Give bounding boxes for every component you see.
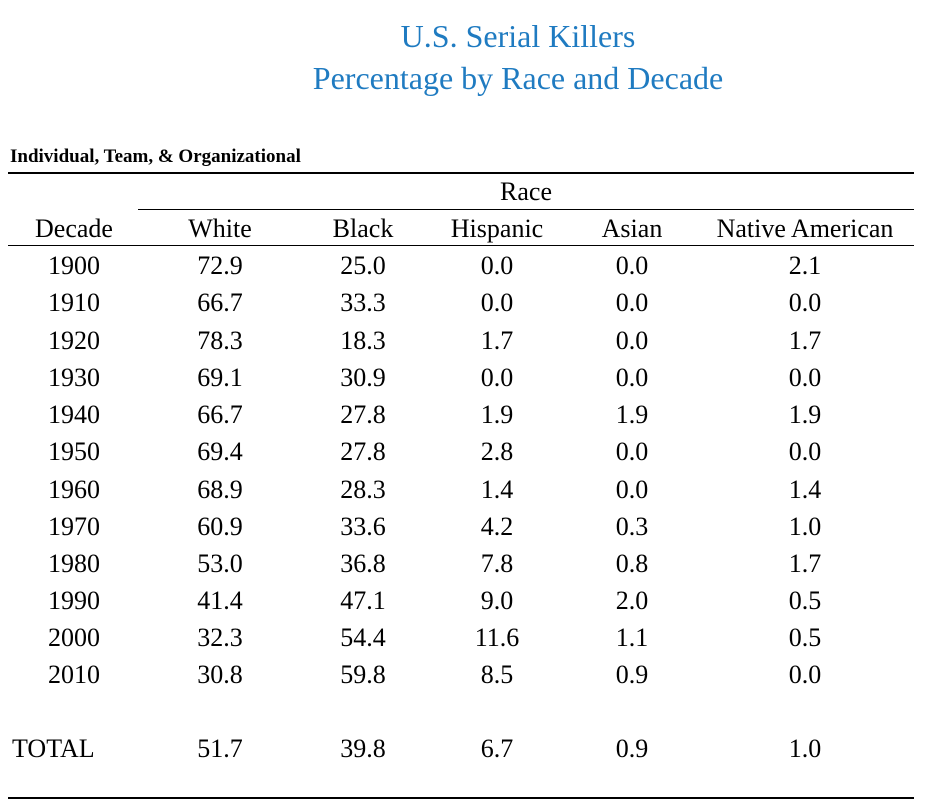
- cell-native-american: 0.0: [788, 288, 822, 317]
- cell-decade: 1940: [48, 400, 100, 429]
- cell-white: 68.9: [197, 475, 243, 504]
- cell-hispanic: 2.8: [480, 437, 514, 466]
- cell-native-american: 0.0: [788, 363, 822, 392]
- cell-asian: 0.3: [615, 512, 649, 541]
- cell-black: 36.8: [340, 549, 386, 578]
- section-label: Individual, Team, & Organizational: [10, 146, 301, 167]
- cell-decade: 2000: [48, 623, 100, 652]
- cell-black: 27.8: [340, 437, 386, 466]
- cell-decade: 1960: [48, 475, 100, 504]
- cell-decade: 2010: [48, 660, 100, 689]
- cell-decade: 1900: [48, 251, 100, 280]
- cell-white: 60.9: [197, 512, 243, 541]
- cell-asian: 0.0: [615, 475, 649, 504]
- cell-white: 30.8: [197, 660, 243, 689]
- total-native-american: 1.0: [788, 734, 822, 763]
- cell-black: 18.3: [340, 326, 386, 355]
- cell-hispanic: 4.2: [480, 512, 514, 541]
- total-asian: 0.9: [615, 734, 649, 763]
- cell-white: 41.4: [197, 586, 243, 615]
- cell-black: 47.1: [340, 586, 386, 615]
- cell-black: 25.0: [340, 251, 386, 280]
- cell-hispanic: 0.0: [480, 363, 514, 392]
- cell-hispanic: 1.4: [480, 475, 514, 504]
- cell-hispanic: 8.5: [480, 660, 514, 689]
- column-header-black: Black: [332, 214, 394, 243]
- cell-asian: 0.8: [615, 549, 649, 578]
- column-header-native-american: Native American: [716, 214, 894, 243]
- column-header-hispanic: Hispanic: [450, 214, 544, 243]
- cell-asian: 0.0: [615, 437, 649, 466]
- column-header-decade: Decade: [35, 214, 113, 243]
- cell-hispanic: 0.0: [480, 251, 514, 280]
- cell-asian: 0.9: [615, 660, 649, 689]
- cell-asian: 1.9: [615, 400, 649, 429]
- cell-white: 69.1: [197, 363, 243, 392]
- cell-native-american: 0.0: [788, 437, 822, 466]
- cell-hispanic: 9.0: [480, 586, 514, 615]
- cell-hispanic: 0.0: [480, 288, 514, 317]
- cell-asian: 0.0: [615, 326, 649, 355]
- cell-white: 53.0: [197, 549, 243, 578]
- cell-native-american: 0.0: [788, 660, 822, 689]
- total-label: TOTAL: [12, 734, 95, 763]
- cell-native-american: 1.9: [788, 400, 822, 429]
- cell-black: 30.9: [340, 363, 386, 392]
- cell-decade: 1920: [48, 326, 100, 355]
- cell-black: 28.3: [340, 475, 386, 504]
- table-header-rule: [8, 245, 914, 246]
- cell-decade: 1990: [48, 586, 100, 615]
- cell-hispanic: 7.8: [480, 549, 514, 578]
- cell-native-american: 1.4: [788, 475, 822, 504]
- race-group-rule: [138, 209, 914, 210]
- cell-white: 72.9: [197, 251, 243, 280]
- total-black: 39.8: [340, 734, 386, 763]
- cell-white: 66.7: [197, 400, 243, 429]
- cell-hispanic: 1.9: [480, 400, 514, 429]
- column-header-asian: Asian: [601, 214, 663, 243]
- cell-asian: 0.0: [615, 251, 649, 280]
- page-title: U.S. Serial Killers: [400, 18, 636, 54]
- cell-native-american: 0.5: [788, 623, 822, 652]
- cell-white: 69.4: [197, 437, 243, 466]
- total-hispanic: 6.7: [480, 734, 514, 763]
- cell-native-american: 2.1: [788, 251, 822, 280]
- cell-black: 59.8: [340, 660, 386, 689]
- cell-hispanic: 11.6: [474, 623, 520, 652]
- total-white: 51.7: [197, 734, 243, 763]
- race-group-header: Race: [500, 177, 552, 206]
- cell-decade: 1980: [48, 549, 100, 578]
- cell-decade: 1910: [48, 288, 100, 317]
- cell-white: 78.3: [197, 326, 243, 355]
- table-bottom-rule: [8, 797, 914, 799]
- table-top-rule: [8, 172, 914, 174]
- cell-hispanic: 1.7: [480, 326, 514, 355]
- cell-native-american: 0.5: [788, 586, 822, 615]
- cell-black: 54.4: [340, 623, 386, 652]
- column-header-white: White: [188, 214, 252, 243]
- cell-asian: 0.0: [615, 288, 649, 317]
- cell-decade: 1970: [48, 512, 100, 541]
- cell-black: 33.6: [340, 512, 386, 541]
- cell-native-american: 1.0: [788, 512, 822, 541]
- page-subtitle: Percentage by Race and Decade: [312, 60, 724, 96]
- cell-decade: 1930: [48, 363, 100, 392]
- cell-native-american: 1.7: [788, 549, 822, 578]
- cell-black: 33.3: [340, 288, 386, 317]
- cell-asian: 0.0: [615, 363, 649, 392]
- cell-white: 32.3: [197, 623, 243, 652]
- cell-native-american: 1.7: [788, 326, 822, 355]
- cell-asian: 1.1: [615, 623, 649, 652]
- cell-decade: 1950: [48, 437, 100, 466]
- cell-black: 27.8: [340, 400, 386, 429]
- cell-asian: 2.0: [615, 586, 649, 615]
- cell-white: 66.7: [197, 288, 243, 317]
